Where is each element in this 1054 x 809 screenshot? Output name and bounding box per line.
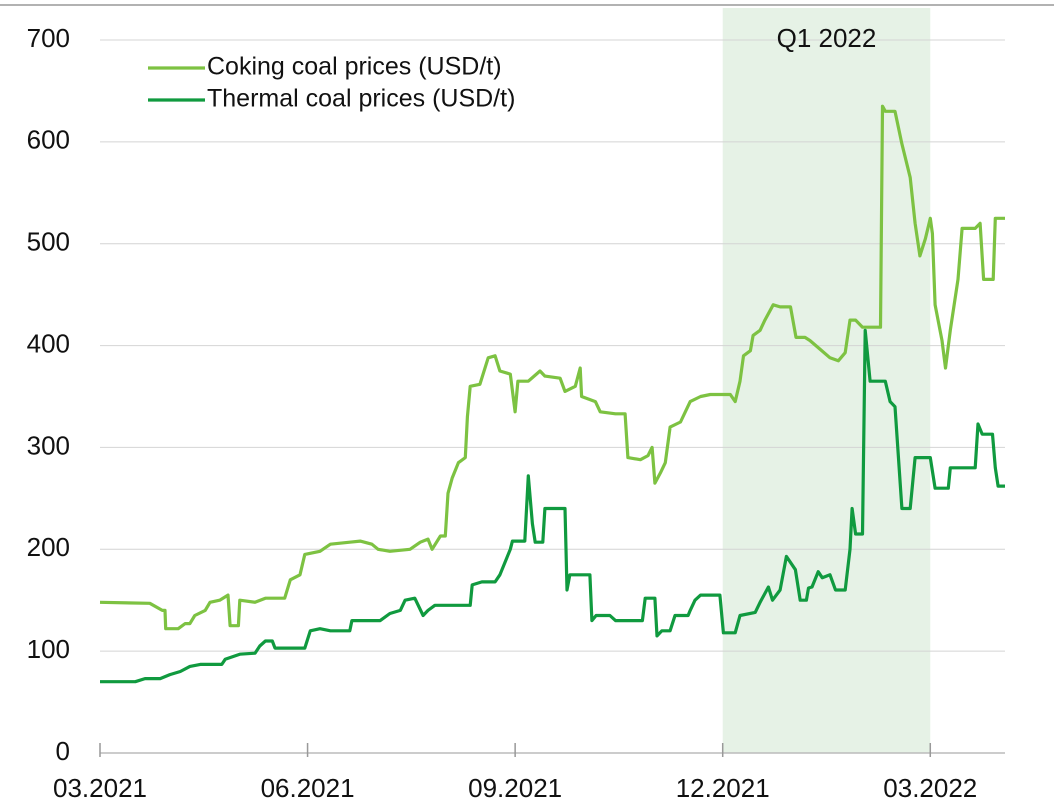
x-tick-label: 03.2021 [53, 773, 147, 803]
x-tick-label: 03.2022 [883, 773, 977, 803]
background-layer [722, 8, 931, 753]
grid-layer [99, 39, 1005, 757]
lines-layer [99, 104, 1005, 684]
y-tick-label: 0 [56, 736, 70, 766]
y-tick-label: 400 [27, 328, 70, 358]
x-tick-label: 06.2021 [261, 773, 355, 803]
series-line [99, 104, 1005, 631]
y-tick-label: 200 [27, 532, 70, 562]
highlight-band [722, 8, 931, 753]
y-tick-label: 300 [27, 430, 70, 460]
y-tick-label: 700 [27, 23, 70, 53]
series-line [100, 328, 1005, 684]
x-tick-label: 09.2021 [468, 773, 562, 803]
legend-label: Thermal coal prices (USD/t) [207, 85, 515, 113]
y-tick-label: 100 [27, 634, 70, 664]
y-tick-label: 600 [27, 125, 70, 155]
legend-label: Coking coal prices (USD/t) [207, 53, 502, 81]
x-tick-label: 12.2021 [676, 773, 770, 803]
highlight-label: Q1 2022 [777, 23, 877, 53]
y-tick-label: 500 [27, 227, 70, 257]
labels-layer: Q1 2022 0 100 200 300 400 500 600 700 03.2021 06.2… [27, 23, 978, 803]
